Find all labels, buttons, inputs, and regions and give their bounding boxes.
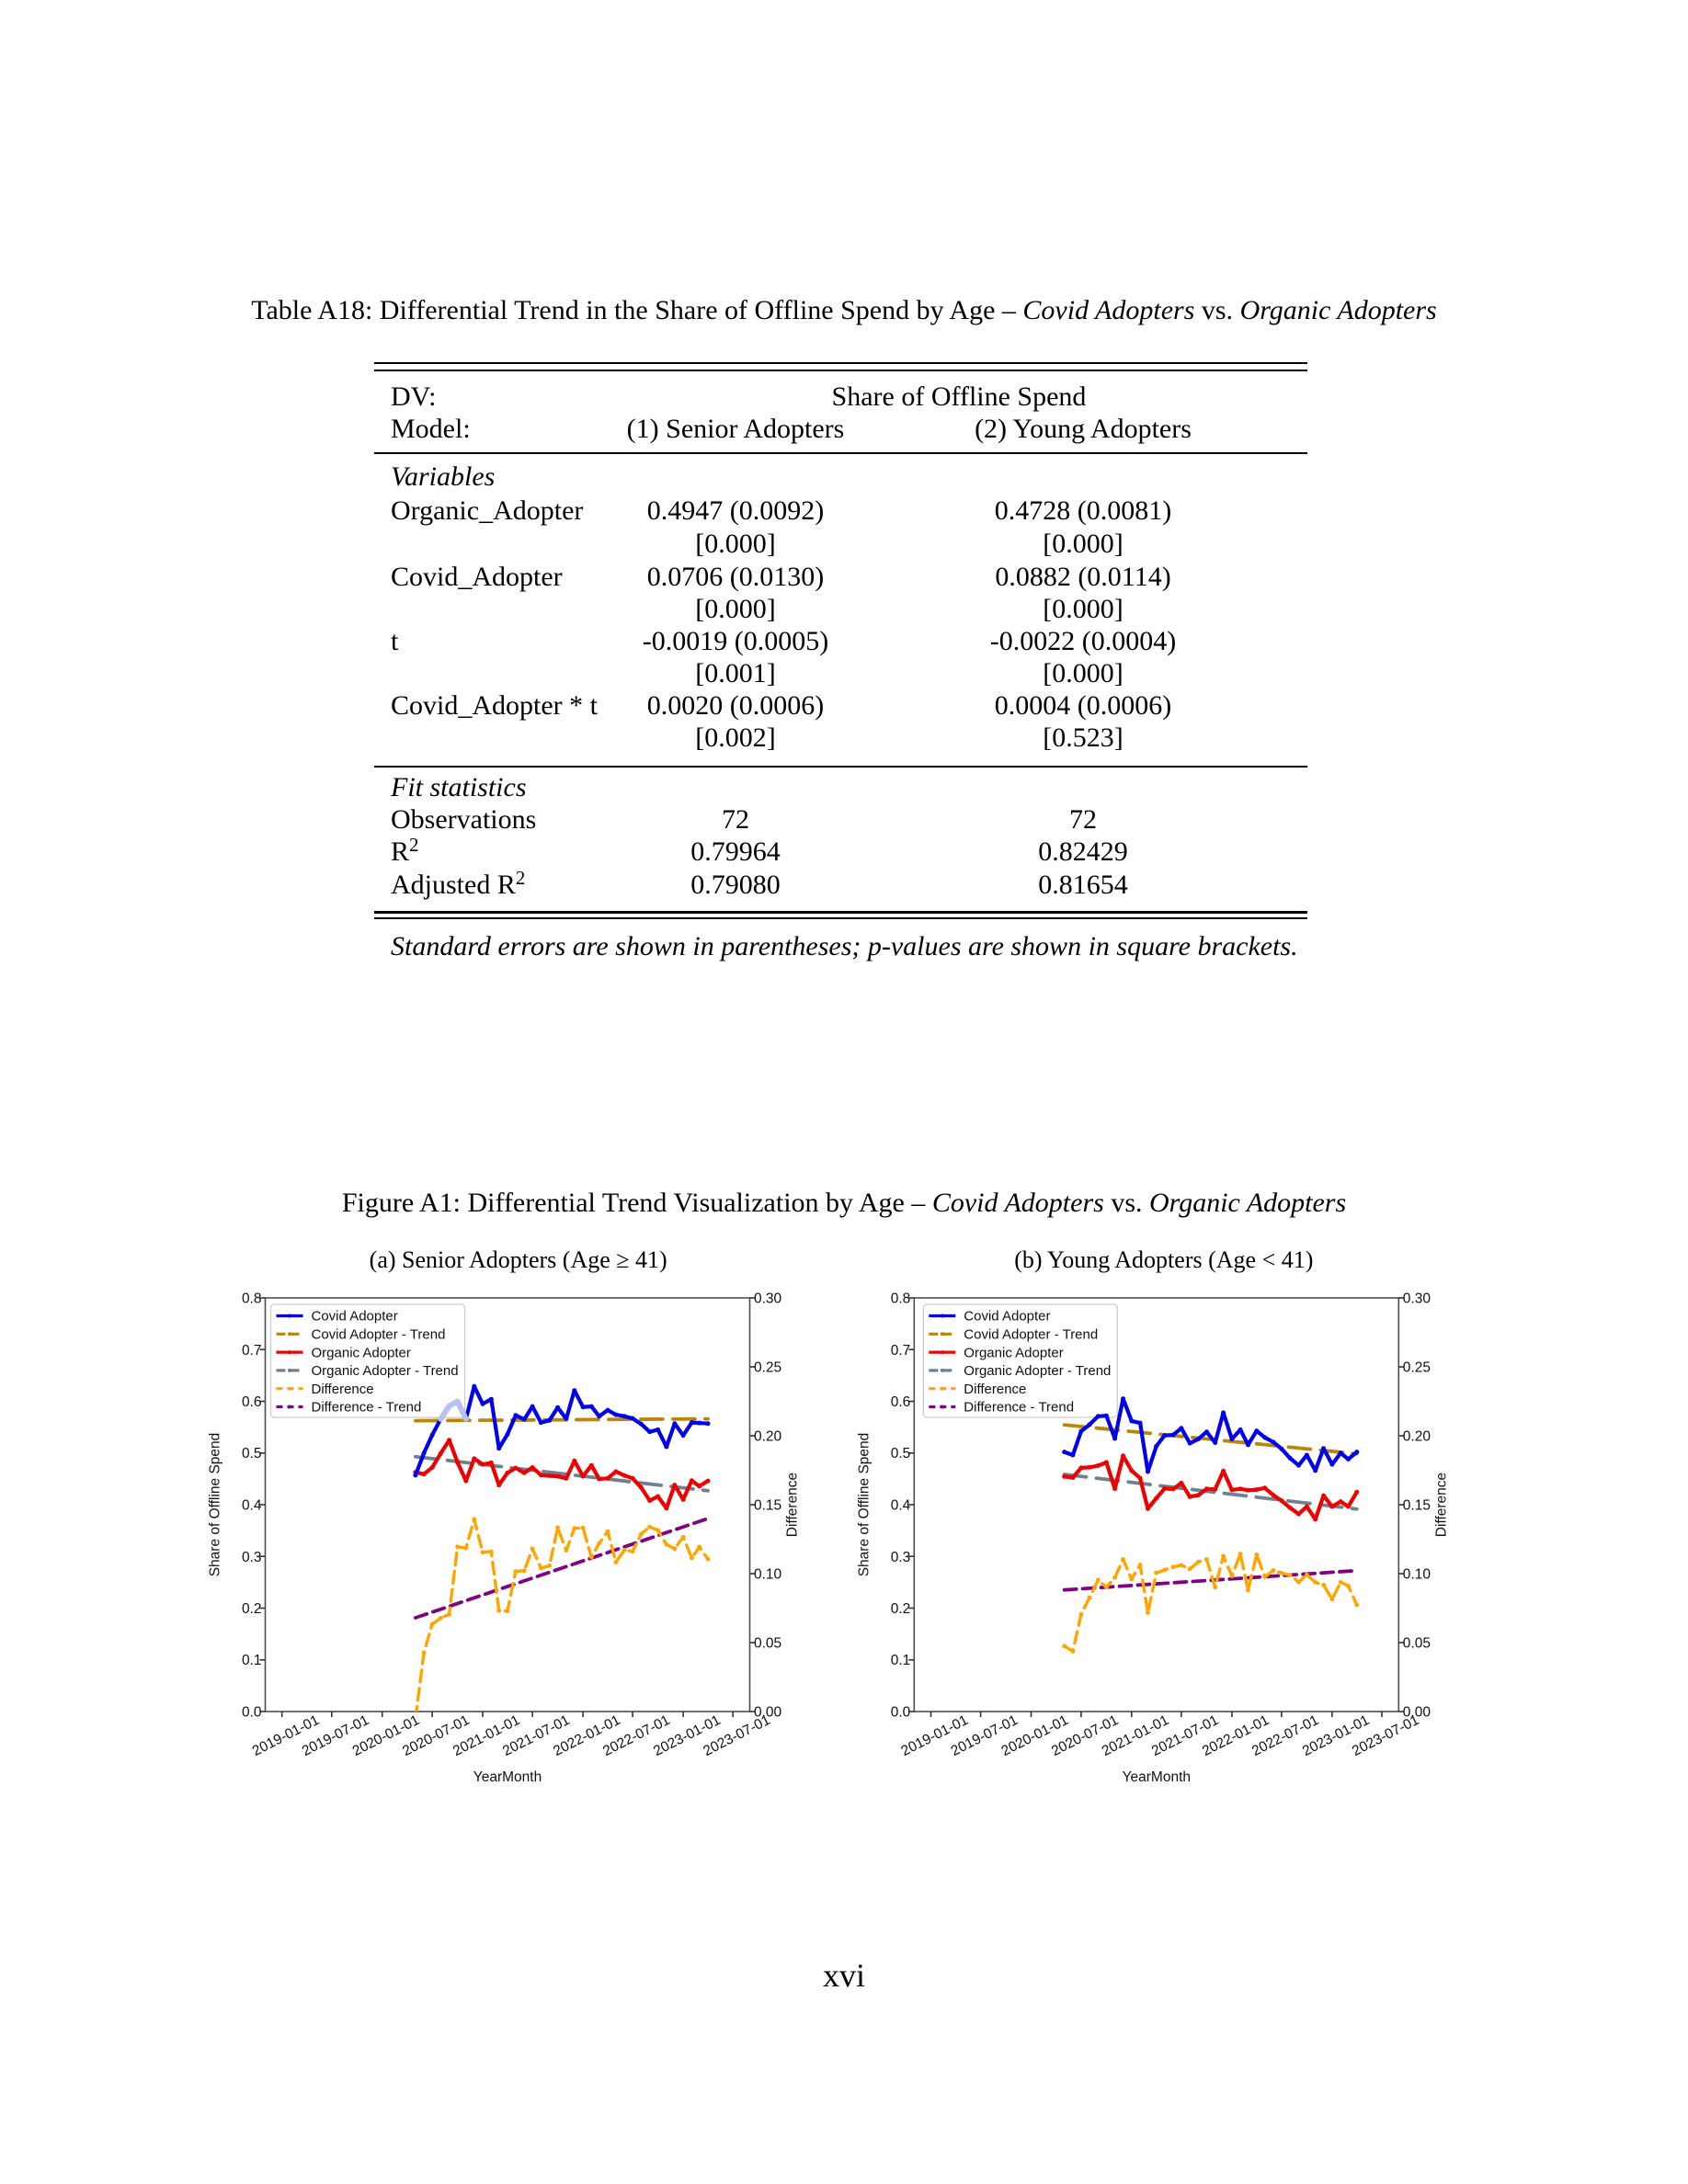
svg-text:0.10: 0.10 <box>754 1567 782 1583</box>
svg-text:0.4: 0.4 <box>242 1498 262 1514</box>
svg-text:Organic Adopter - Trend: Organic Adopter - Trend <box>312 1363 459 1379</box>
svg-text:0.20: 0.20 <box>754 1429 782 1445</box>
svg-text:Difference - Trend: Difference - Trend <box>964 1400 1074 1416</box>
svg-text:0.30: 0.30 <box>1403 1291 1431 1307</box>
svg-text:0.6: 0.6 <box>891 1394 911 1410</box>
svg-text:0.3: 0.3 <box>242 1550 262 1565</box>
svg-text:Difference: Difference <box>312 1382 374 1397</box>
svg-text:Covid Adopter - Trend: Covid Adopter - Trend <box>312 1327 446 1343</box>
svg-text:Organic Adopter: Organic Adopter <box>312 1345 411 1360</box>
svg-text:0.1: 0.1 <box>891 1653 911 1668</box>
svg-text:Covid Adopter - Trend: Covid Adopter - Trend <box>964 1327 1098 1343</box>
svg-text:0.00: 0.00 <box>754 1705 782 1721</box>
svg-text:Difference: Difference <box>1433 1473 1449 1537</box>
svg-text:0.05: 0.05 <box>1403 1636 1431 1652</box>
svg-text:0.8: 0.8 <box>891 1291 911 1307</box>
svg-text:0.15: 0.15 <box>754 1498 781 1514</box>
svg-text:0.2: 0.2 <box>242 1601 262 1617</box>
svg-text:0.15: 0.15 <box>1403 1498 1431 1514</box>
svg-text:0.5: 0.5 <box>242 1446 262 1462</box>
svg-text:0.5: 0.5 <box>891 1446 911 1462</box>
svg-text:Organic Adopter: Organic Adopter <box>964 1345 1063 1360</box>
svg-text:YearMonth: YearMonth <box>473 1769 542 1785</box>
svg-text:0.30: 0.30 <box>754 1291 782 1307</box>
svg-text:0.2: 0.2 <box>891 1601 911 1617</box>
svg-text:0.7: 0.7 <box>242 1343 262 1359</box>
svg-text:0.05: 0.05 <box>754 1636 781 1652</box>
svg-text:0.7: 0.7 <box>891 1343 911 1359</box>
svg-text:Difference: Difference <box>785 1473 801 1537</box>
svg-text:Difference: Difference <box>964 1382 1026 1397</box>
svg-text:0.8: 0.8 <box>242 1291 262 1307</box>
svg-text:YearMonth: YearMonth <box>1123 1769 1191 1785</box>
svg-text:Organic Adopter - Trend: Organic Adopter - Trend <box>964 1363 1111 1379</box>
svg-text:Difference - Trend: Difference - Trend <box>312 1400 422 1416</box>
svg-text:0.25: 0.25 <box>754 1360 781 1376</box>
svg-text:Covid Adopter: Covid Adopter <box>964 1309 1050 1325</box>
svg-text:Covid Adopter: Covid Adopter <box>312 1309 398 1325</box>
svg-text:0.0: 0.0 <box>242 1705 262 1721</box>
svg-text:0.10: 0.10 <box>1403 1567 1431 1583</box>
svg-text:0.00: 0.00 <box>1403 1705 1431 1721</box>
svg-text:Share of Offline Spend: Share of Offline Spend <box>856 1433 872 1577</box>
svg-text:0.6: 0.6 <box>242 1394 262 1410</box>
svg-text:Share of Offline Spend: Share of Offline Spend <box>208 1433 223 1577</box>
svg-text:0.0: 0.0 <box>891 1705 911 1721</box>
svg-text:0.20: 0.20 <box>1403 1429 1431 1445</box>
svg-text:0.25: 0.25 <box>1403 1360 1431 1376</box>
svg-text:0.3: 0.3 <box>891 1550 911 1565</box>
svg-text:0.1: 0.1 <box>242 1653 262 1668</box>
svg-text:0.4: 0.4 <box>891 1498 911 1514</box>
